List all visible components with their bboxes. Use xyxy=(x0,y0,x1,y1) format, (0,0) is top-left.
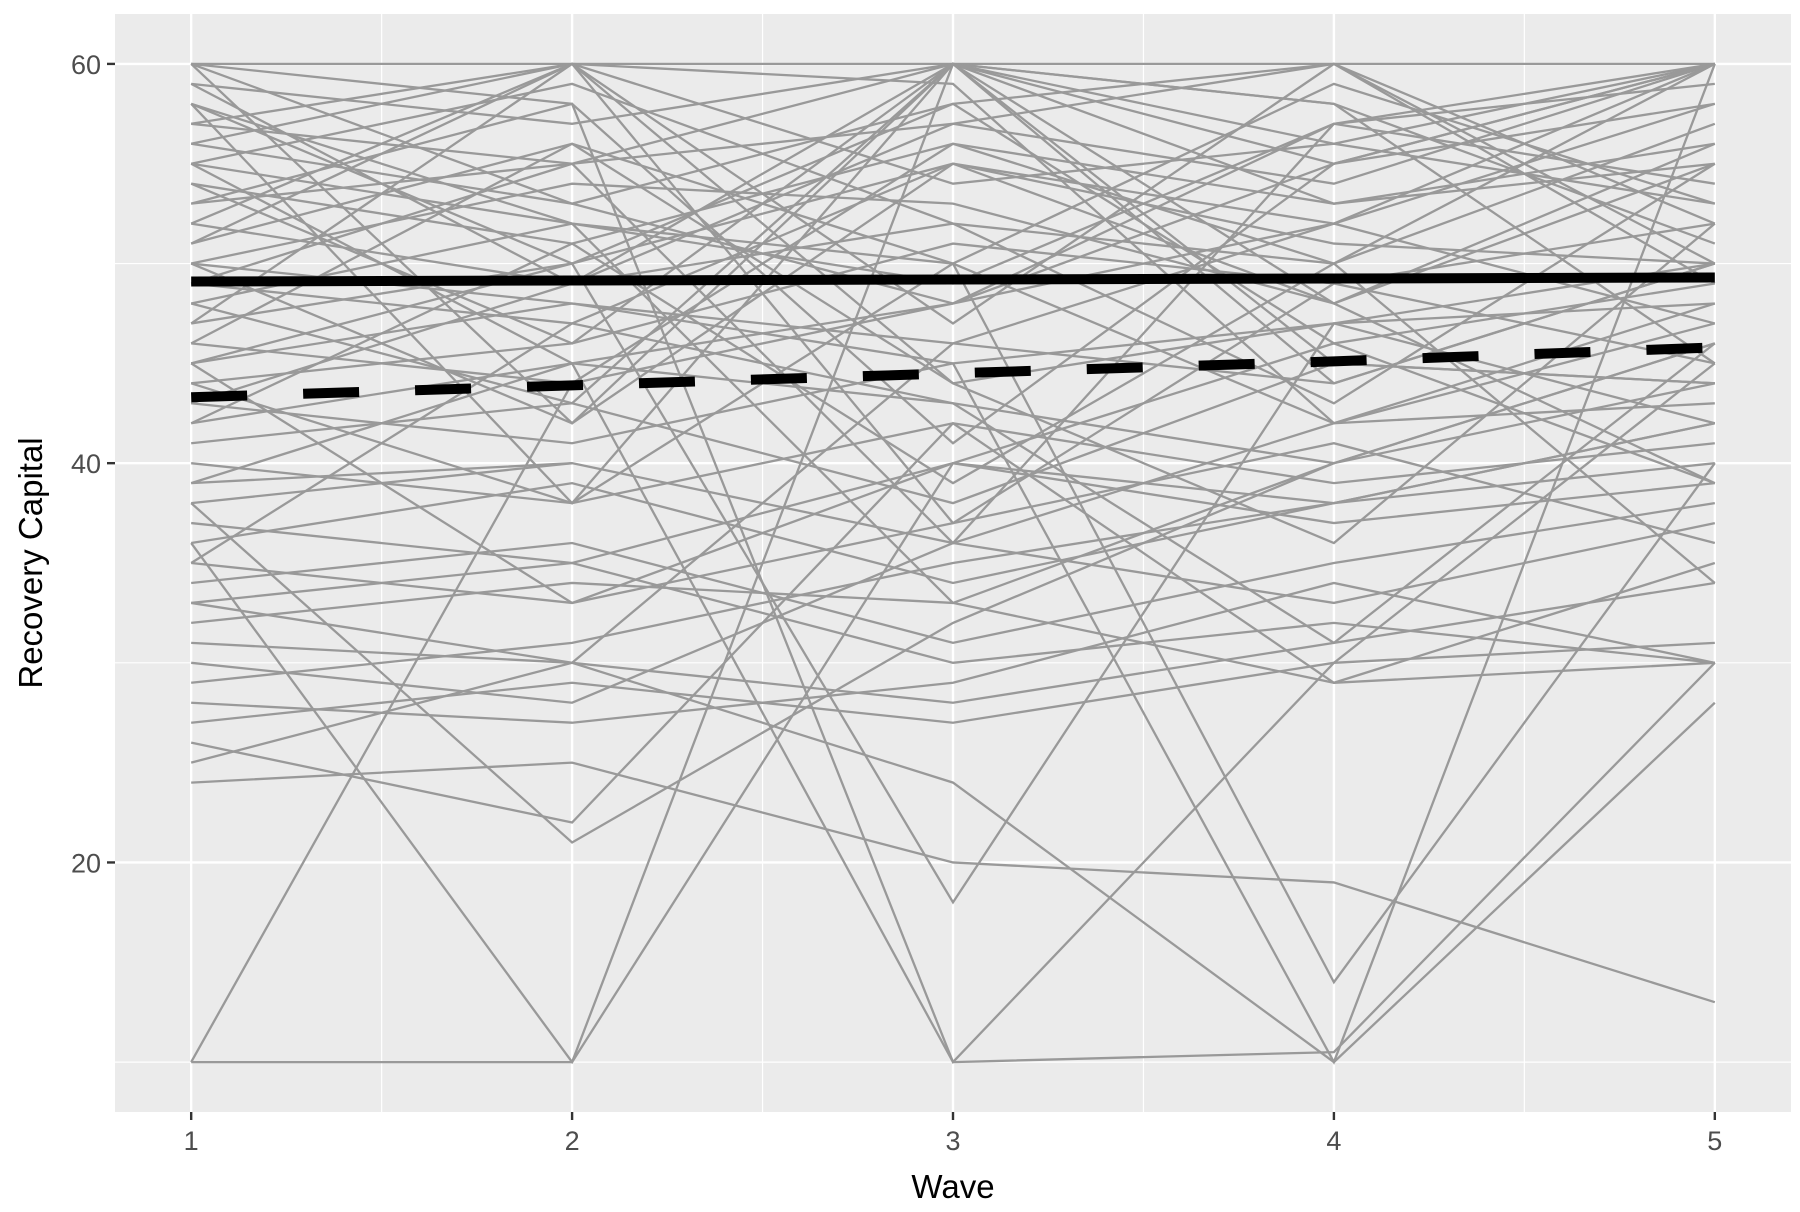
individual-line xyxy=(190,62,1716,265)
y-tick-label: 60 xyxy=(71,50,101,80)
individual-line xyxy=(190,342,1716,605)
x-tick-label: 2 xyxy=(565,1126,580,1156)
mean-solid-line xyxy=(191,272,1715,287)
mean-lines xyxy=(191,272,1716,403)
mean-dashed-line xyxy=(191,342,1716,403)
individual-line xyxy=(191,462,1715,585)
individual-line xyxy=(190,62,1716,285)
individual-line xyxy=(191,422,1715,505)
x-tick-label: 1 xyxy=(184,1126,199,1156)
y-tick-label: 20 xyxy=(71,848,101,878)
individual-line xyxy=(190,62,1715,425)
individual-line xyxy=(190,62,1716,425)
y-axis-title: Recovery Capital xyxy=(12,437,49,688)
x-tick-label: 4 xyxy=(1326,1126,1341,1156)
individual-line xyxy=(191,422,1716,684)
x-tick-label: 5 xyxy=(1707,1126,1722,1156)
individual-line xyxy=(191,102,1716,665)
x-tick-label: 3 xyxy=(945,1126,960,1156)
y-tick-label: 40 xyxy=(71,449,101,479)
individual-line xyxy=(190,262,1715,905)
axes: 20 40 60 1 2 3 4 5 xyxy=(71,50,1722,1156)
individual-line xyxy=(191,561,1715,664)
x-axis-title: Wave xyxy=(911,1168,994,1205)
individual-line xyxy=(190,62,1716,525)
individual-line xyxy=(190,62,1716,325)
individual-line xyxy=(191,222,1715,385)
individual-line xyxy=(191,302,1715,445)
individual-line xyxy=(191,581,1716,724)
individual-line xyxy=(190,62,1715,485)
individual-line xyxy=(191,641,1715,724)
individual-trajectories xyxy=(190,62,1716,1065)
individual-line xyxy=(190,162,1716,405)
